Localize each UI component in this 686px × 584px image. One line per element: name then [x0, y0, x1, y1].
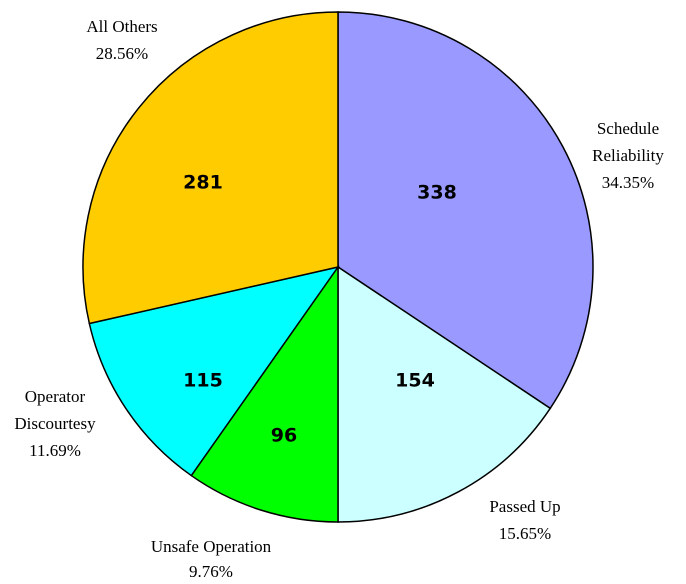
value-label: 154	[395, 370, 435, 392]
pie-slice	[82, 11, 339, 325]
value-label: 338	[417, 182, 457, 204]
pie-slice	[190, 264, 339, 523]
percent-label: 28.56%	[96, 44, 148, 63]
percent-label: 15.65%	[499, 524, 551, 543]
pie-slice	[337, 265, 552, 523]
value-label: 281	[183, 172, 223, 194]
percent-label: 34.35%	[602, 173, 654, 192]
pie-slice	[88, 265, 340, 477]
category-label: Unsafe Operation	[151, 537, 272, 556]
category-label: Schedule Reliability	[592, 119, 664, 165]
category-label: Operator Discourtesy	[14, 387, 96, 433]
value-label: 96	[271, 425, 297, 447]
percent-label: 11.69%	[29, 441, 81, 460]
category-label: All Others	[86, 17, 157, 36]
category-label: Passed Up	[489, 497, 560, 516]
percent-label: 9.76%	[189, 562, 233, 581]
value-label: 115	[183, 370, 223, 392]
